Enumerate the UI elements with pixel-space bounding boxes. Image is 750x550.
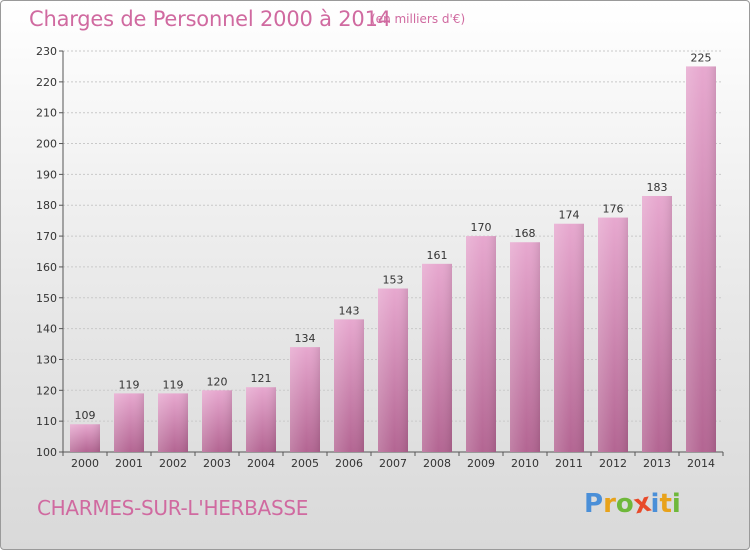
x-tick-label: 2006 — [335, 457, 363, 470]
x-tick-label: 2014 — [687, 457, 715, 470]
brand-letter: t — [659, 489, 672, 519]
brand-letter: i — [671, 489, 681, 519]
y-tick-label: 180 — [36, 199, 57, 212]
y-tick-label: 110 — [36, 415, 57, 428]
brand-letter: P — [584, 489, 604, 519]
data-label: 153 — [383, 274, 404, 287]
brand-letter: r — [603, 489, 616, 519]
bar-shade — [202, 390, 232, 452]
bar-shade — [334, 319, 364, 452]
labels-layer: 100 110 120 130 140 150 160 170 180 190 200 210 220 2… — [36, 45, 715, 470]
brand-letter: i — [650, 489, 660, 519]
data-label: 168 — [515, 227, 536, 240]
bar-shade — [510, 242, 540, 452]
bar-shade — [114, 393, 144, 452]
data-label: 109 — [75, 409, 96, 422]
data-label: 119 — [163, 378, 184, 391]
y-tick-label: 200 — [36, 138, 57, 151]
bar-shade — [598, 217, 628, 452]
bar-shade — [642, 195, 672, 452]
data-label: 170 — [471, 221, 492, 234]
y-tick-label: 220 — [36, 76, 57, 89]
bar-shade — [246, 387, 276, 452]
bars-layer — [70, 66, 716, 452]
data-label: 121 — [251, 372, 272, 385]
x-tick-label: 2002 — [159, 457, 187, 470]
data-label: 176 — [603, 203, 624, 216]
bar-shade — [422, 263, 452, 452]
data-label: 183 — [647, 181, 668, 194]
x-tick-label: 2009 — [467, 457, 495, 470]
y-tick-label: 230 — [36, 45, 57, 58]
x-tick-label: 2004 — [247, 457, 275, 470]
x-tick-label: 2013 — [643, 457, 671, 470]
x-tick-label: 2008 — [423, 457, 451, 470]
x-tick-label: 2007 — [379, 457, 407, 470]
y-tick-label: 190 — [36, 168, 57, 181]
y-tick-label: 170 — [36, 230, 57, 243]
data-label: 134 — [295, 332, 316, 345]
data-label: 225 — [691, 51, 712, 64]
y-tick-label: 140 — [36, 323, 57, 336]
y-tick-label: 120 — [36, 384, 57, 397]
x-tick-label: 2005 — [291, 457, 319, 470]
data-label: 143 — [339, 304, 360, 317]
bar-shade — [378, 288, 408, 452]
bar-shade — [686, 66, 716, 452]
commune-name: CHARMES-SUR-L'HERBASSE — [37, 496, 309, 520]
x-tick-label: 2011 — [555, 457, 583, 470]
y-tick-label: 160 — [36, 261, 57, 274]
chart-subtitle: (en milliers d'€) — [371, 12, 466, 26]
x-tick-label: 2003 — [203, 457, 231, 470]
proxiti-logo[interactable]: Proxiti — [584, 488, 681, 521]
bar-shade — [158, 393, 188, 452]
x-tick-label: 2001 — [115, 457, 143, 470]
bar-shade — [554, 223, 584, 452]
data-label: 174 — [559, 209, 580, 222]
data-label: 161 — [427, 249, 448, 262]
y-tick-label: 210 — [36, 107, 57, 120]
brand-letter: o — [615, 489, 634, 519]
bar-shade — [290, 347, 320, 452]
x-tick-label: 2000 — [71, 457, 99, 470]
bar-shade — [466, 236, 496, 452]
data-label: 120 — [207, 375, 228, 388]
y-tick-label: 100 — [36, 446, 57, 459]
chart-title: Charges de Personnel 2000 à 2014 — [29, 7, 391, 31]
x-tick-label: 2012 — [599, 457, 627, 470]
x-tick-label: 2010 — [511, 457, 539, 470]
bar-shade — [70, 424, 100, 452]
y-tick-label: 150 — [36, 292, 57, 305]
y-tick-label: 130 — [36, 353, 57, 366]
data-label: 119 — [119, 378, 140, 391]
